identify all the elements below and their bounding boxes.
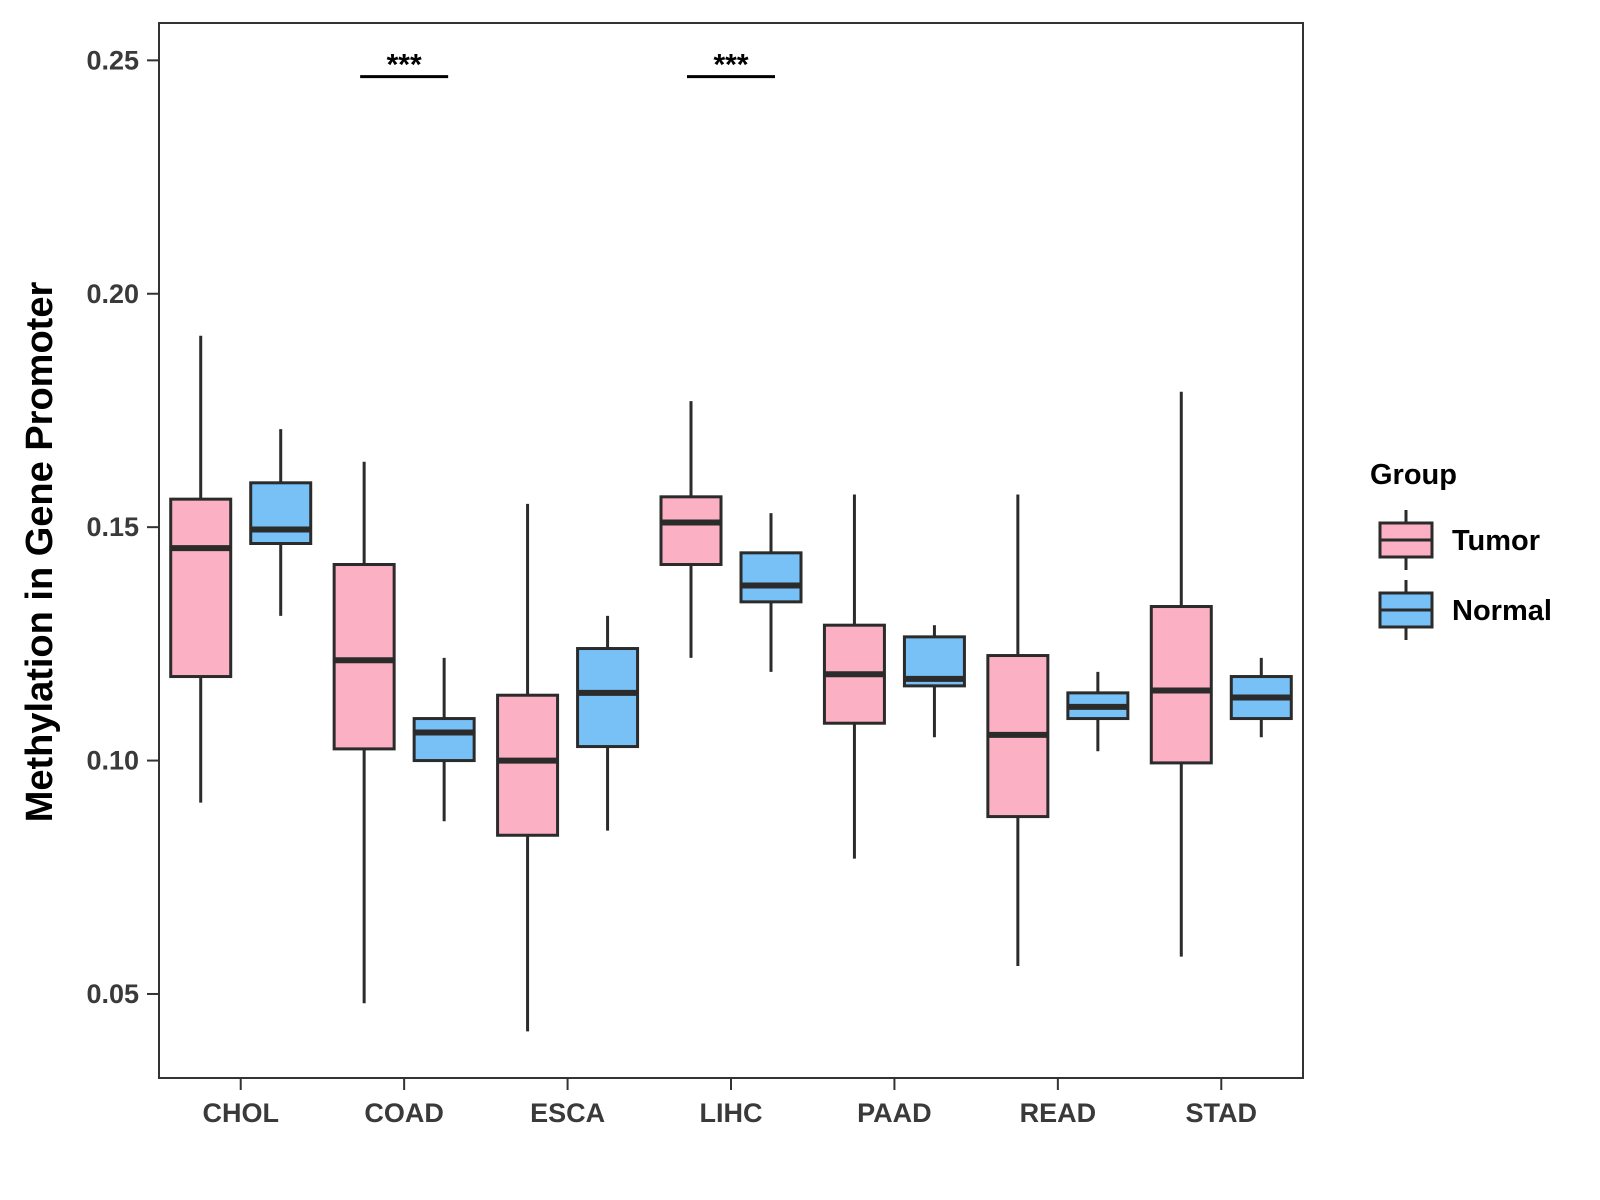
- y-tick-label: 0.25: [86, 45, 139, 75]
- y-tick-label: 0.05: [86, 979, 139, 1009]
- x-tick-label: LIHC: [700, 1098, 763, 1128]
- box-body: [739, 551, 803, 604]
- panel-border: [158, 22, 1304, 1079]
- x-tick-label: PAAD: [857, 1098, 932, 1128]
- legend-item-normal: Normal: [1378, 580, 1552, 640]
- y-tick-label: 0.10: [86, 746, 139, 776]
- box-normal-lihc: [739, 513, 803, 672]
- x-tick-label: CHOL: [202, 1098, 279, 1128]
- significance-label: ***: [713, 49, 748, 82]
- box-tumor-chol: [169, 335, 233, 803]
- box-normal-read: [1066, 671, 1130, 752]
- x-axis: CHOL COAD ESCA LIHC PAAD READ STAD: [202, 1078, 1257, 1128]
- box-body: [412, 717, 476, 763]
- legend-label: Tumor: [1452, 525, 1540, 557]
- boxes-layer: [169, 335, 1293, 1032]
- legend-item-tumor: Tumor: [1378, 510, 1540, 570]
- box-body: [249, 481, 313, 545]
- box-tumor-lihc: [659, 401, 723, 658]
- significance-label: ***: [387, 49, 422, 82]
- legend-items: Tumor Normal: [1378, 510, 1552, 640]
- box-tumor-stad: [1149, 391, 1213, 957]
- significance-layer: *** ***: [360, 49, 775, 82]
- y-tick-label: 0.20: [86, 279, 139, 309]
- box-body: [169, 497, 233, 679]
- x-tick-label: COAD: [364, 1098, 444, 1128]
- box-tumor-esca: [496, 503, 560, 1032]
- box-body: [576, 647, 640, 749]
- box-normal-chol: [249, 429, 313, 616]
- y-axis: 0.05 0.10 0.15 0.20 0.25: [86, 45, 159, 1009]
- x-tick-label: ESCA: [530, 1098, 605, 1128]
- x-tick-label: STAD: [1186, 1098, 1258, 1128]
- box-body: [659, 495, 723, 567]
- box-normal-esca: [576, 615, 640, 831]
- box-tumor-paad: [822, 494, 886, 859]
- box-normal-stad: [1229, 657, 1293, 738]
- box-normal-paad: [902, 625, 966, 738]
- legend: Group Tumor Normal: [1370, 459, 1552, 640]
- y-tick-label: 0.15: [86, 512, 139, 542]
- box-body: [1149, 605, 1213, 765]
- box-body: [332, 563, 396, 751]
- y-axis-title: Methylation in Gene Promoter: [19, 282, 61, 823]
- legend-label: Normal: [1452, 595, 1552, 627]
- legend-title: Group: [1370, 459, 1457, 491]
- box-tumor-coad: [332, 461, 396, 1004]
- box-normal-coad: [412, 657, 476, 822]
- box-tumor-read: [986, 494, 1050, 966]
- box-body: [496, 693, 560, 837]
- x-tick-label: READ: [1020, 1098, 1097, 1128]
